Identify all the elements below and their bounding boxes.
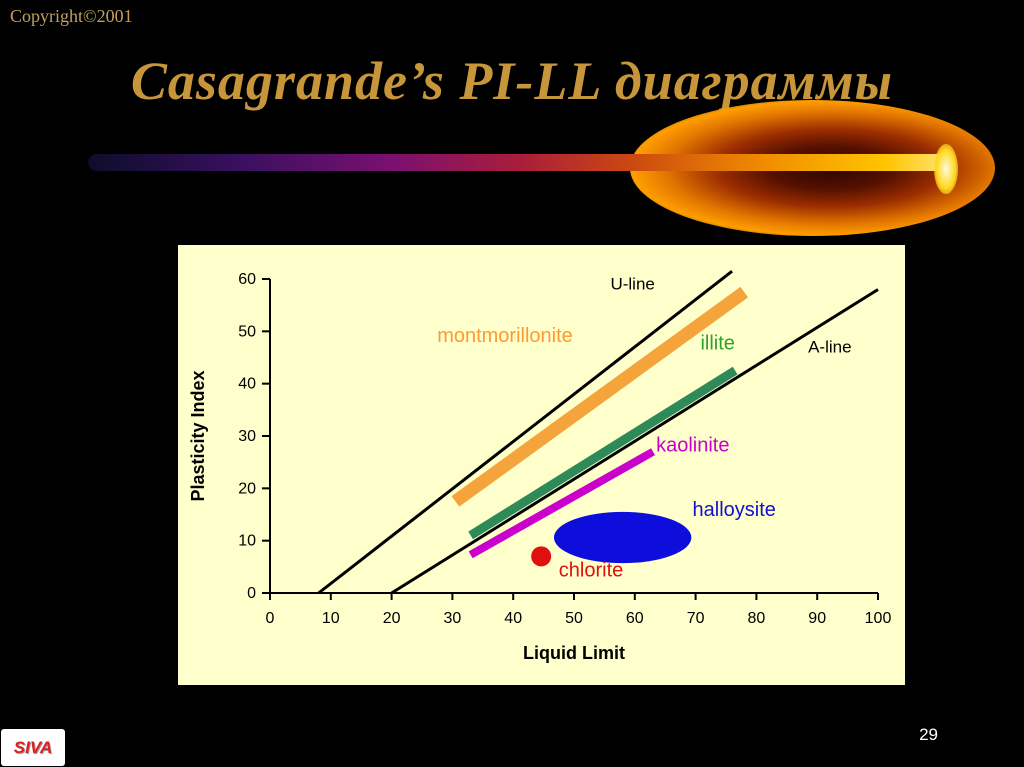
x-tick-label: 20 [383,610,401,627]
halloysite-label: halloysite [693,499,776,521]
a-line-label: A-line [808,337,851,356]
page-number: 29 [919,725,938,744]
u-line-label: U-line [610,274,654,293]
y-tick-label: 40 [238,376,256,393]
decorative-swoosh-bar [88,154,954,171]
chlorite-label: chlorite [559,559,623,581]
x-tick-label: 60 [626,610,644,627]
kaolinite-label: kaolinite [656,435,729,457]
x-tick-label: 0 [266,610,275,627]
siva-logo: SIVA [1,729,65,766]
x-tick-label: 50 [565,610,583,627]
y-tick-label: 0 [247,585,256,602]
y-tick-label: 30 [238,428,256,445]
pi-ll-chart: 0 10 20 30 40 50 60 70 80 90 1000102030405060Liqui… [188,269,892,663]
x-tick-label: 100 [865,610,892,627]
slide-title: Casagrande’s PI-LL диаграммы [130,51,894,111]
siva-logo-text: SIVA [13,737,53,757]
y-tick-label: 10 [238,533,256,550]
x-tick-label: 30 [444,610,462,627]
chart-panel: 0 10 20 30 40 50 60 70 80 90 100 0 10 20 30 40 50 60 Liqui… [178,245,905,685]
u-line [317,269,734,595]
x-tick-label: 80 [748,610,766,627]
x-tick-label: 90 [808,610,826,627]
halloysite-ellipse [553,511,692,564]
montmorillonite-band [451,286,749,507]
y-tick-label: 50 [238,323,256,340]
y-axis-title: Plasticity Index [188,370,208,501]
x-tick-label: 10 [322,610,340,627]
x-axis-title: Liquid Limit [523,643,625,663]
illite-band [468,366,738,540]
kaolinite-band [468,448,656,559]
x-tick-label: 40 [504,610,522,627]
decorative-swoosh-tip [934,144,958,194]
y-tick-label: 60 [238,271,256,288]
montmorillonite-label: montmorillonite [437,325,573,347]
y-tick-label: 20 [238,480,256,497]
illite-label: illite [700,333,734,355]
x-tick-label: 70 [687,610,705,627]
chlorite-dot [531,546,552,567]
a-line [390,288,879,595]
copyright-text: Copyright©2001 [10,6,133,26]
